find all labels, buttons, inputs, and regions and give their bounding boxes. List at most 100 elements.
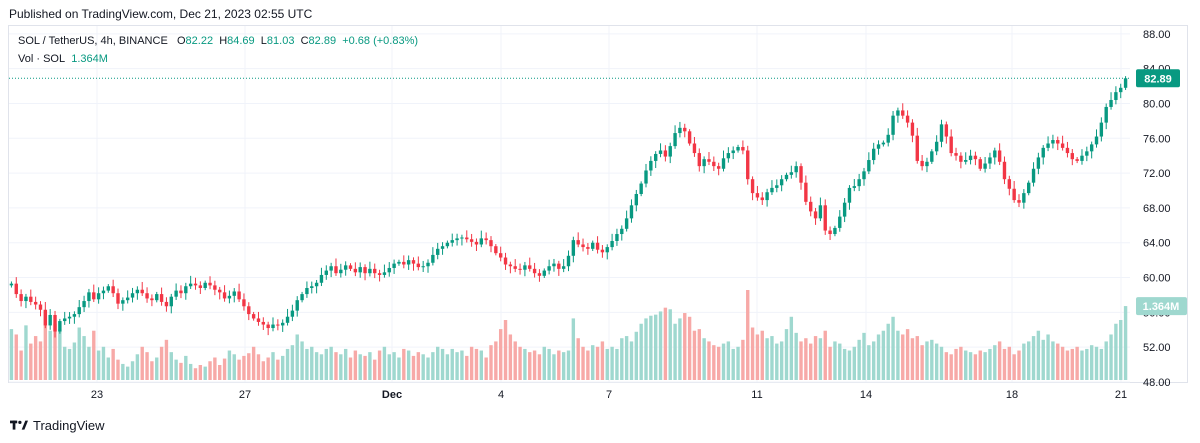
volume-bar (218, 365, 222, 380)
volume-bar (489, 345, 493, 380)
candle-body (334, 266, 338, 274)
volume-bar (721, 343, 726, 380)
volume-bar (276, 359, 280, 380)
candle-body (1022, 193, 1026, 203)
candle-body (993, 150, 997, 158)
volume-bar (116, 359, 120, 380)
candle-body (658, 150, 663, 154)
candle-body (450, 240, 454, 243)
candle-body (431, 254, 435, 263)
candle-body (48, 314, 52, 326)
volume-bar (862, 332, 866, 380)
candle-body (416, 263, 421, 268)
footer-brand[interactable]: TradingView (10, 418, 105, 433)
volume-bar (1075, 346, 1079, 380)
candle-body (620, 228, 624, 235)
time-axis: 23 27 Dec 4 7 11 14 18 21 (91, 389, 1127, 401)
volume-bar (1114, 323, 1118, 380)
volume-bar (634, 331, 639, 380)
candle-body (125, 297, 130, 301)
candle-body (358, 267, 362, 273)
published-note: Published on TradingView.com, Dec 21, 20… (9, 7, 313, 21)
candle-body (368, 268, 372, 274)
volume-bar (1119, 320, 1123, 380)
symbol-label: SOL / TetherUS, 4h, BINANCE (18, 35, 168, 47)
volume-bar (324, 348, 328, 380)
candle-body (184, 286, 188, 294)
volume-bar (121, 363, 125, 380)
candle-body (750, 179, 755, 194)
candle-body (58, 321, 62, 332)
candle-body (411, 260, 416, 264)
volume-bar (518, 346, 522, 380)
candle-body (290, 310, 295, 317)
volume-bar (96, 350, 101, 380)
candle-body (1036, 157, 1041, 169)
candle-body (469, 239, 474, 242)
volume-bar (242, 355, 246, 380)
high-value: 84.69 (227, 35, 255, 47)
candle-body (67, 316, 72, 319)
volume-bar (125, 366, 130, 380)
volume-bar (421, 354, 425, 380)
candle-body (523, 265, 527, 270)
time-tick-label: 11 (751, 389, 762, 401)
volume-bar (164, 339, 169, 380)
candle-body (474, 241, 479, 245)
candle-body (678, 127, 682, 134)
volume-bar (658, 311, 663, 380)
volume-bar (198, 365, 203, 380)
candle-body (634, 193, 639, 206)
candle-body (978, 159, 982, 169)
volume-bar (934, 343, 939, 380)
candle-body (377, 273, 382, 275)
volume-bar (145, 352, 149, 380)
candle-body (770, 187, 774, 193)
volume-bar (697, 329, 701, 380)
candle-body (813, 211, 818, 219)
volume-bar (77, 327, 81, 380)
volume-bar (988, 348, 992, 380)
volume-bar (867, 345, 871, 380)
candle-body (838, 216, 842, 228)
volume-bar (1046, 334, 1050, 380)
price-tick-label: 76.00 (1143, 133, 1171, 145)
volume-bar (469, 346, 474, 380)
candle-body (14, 283, 18, 295)
volume-bar (426, 357, 430, 380)
candle-body (1051, 140, 1055, 144)
volume-bar (431, 352, 435, 380)
candle-body (595, 242, 600, 250)
candle-body (421, 266, 425, 268)
candle-body (494, 246, 498, 254)
volume-bar (624, 336, 629, 380)
volume-bar (92, 330, 96, 380)
candle-body (881, 142, 886, 145)
time-tick-label: Dec (382, 389, 402, 401)
volume-bar (150, 361, 154, 380)
candle-body (547, 266, 551, 271)
candle-body (707, 159, 711, 162)
candle-body (465, 237, 469, 240)
candle-body (436, 248, 440, 255)
volume-bar (29, 343, 33, 380)
candle-body (324, 270, 328, 275)
candle-body (959, 155, 963, 162)
volume-bar (775, 343, 779, 380)
candle-body (1075, 159, 1079, 161)
candle-body (891, 115, 895, 135)
price-tick-label: 52.00 (1143, 342, 1171, 354)
volume-bar (63, 346, 67, 380)
volume-bar (920, 345, 924, 380)
volume-bar (552, 354, 556, 380)
volume-bar (765, 338, 769, 380)
candle-body (542, 270, 546, 276)
volume-bar (513, 341, 517, 380)
candle-body (1056, 140, 1060, 144)
volume-bar (595, 346, 600, 380)
volume-bar (944, 352, 949, 380)
volume-bar (828, 346, 832, 380)
candle-body (857, 179, 861, 187)
volume-bar (9, 329, 14, 380)
